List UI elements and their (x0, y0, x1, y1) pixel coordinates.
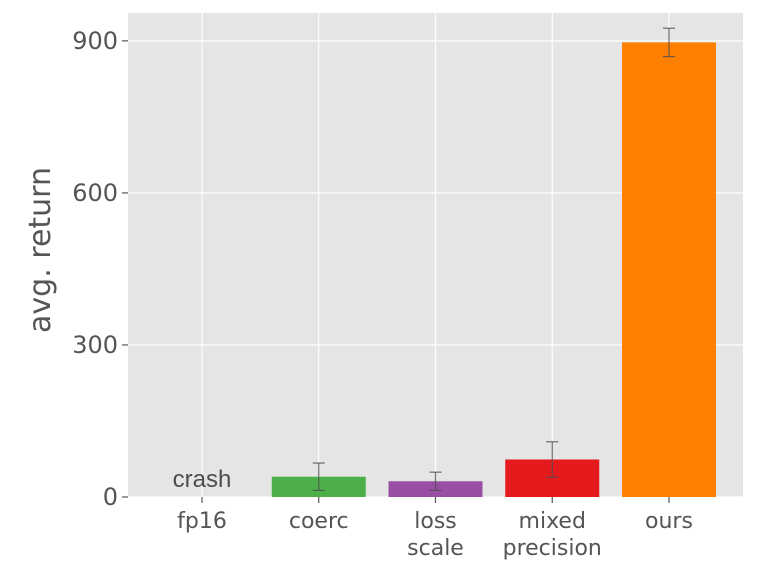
bar-4 (622, 42, 716, 497)
y-tick-label: 0 (103, 483, 118, 511)
error-bars (312, 27, 675, 492)
crash-annotation: crash (173, 466, 232, 493)
x-tick-label: coerc (289, 509, 349, 534)
x-tick-label: ours (645, 509, 693, 534)
y-tick-label: 600 (72, 179, 118, 207)
y-tick-label: 300 (72, 331, 118, 359)
x-tick-label: mixed (519, 509, 586, 534)
x-tick-label: fp16 (177, 509, 227, 534)
x-tick-label: loss (414, 509, 457, 534)
annotations: crash (173, 466, 232, 493)
y-tick-label: 900 (72, 27, 118, 55)
y-axis-title: avg. return (23, 167, 58, 333)
y-axis: 0 300 600 900 (72, 27, 128, 511)
x-tick-label: precision (503, 536, 602, 561)
x-tick-label: scale (407, 536, 464, 561)
